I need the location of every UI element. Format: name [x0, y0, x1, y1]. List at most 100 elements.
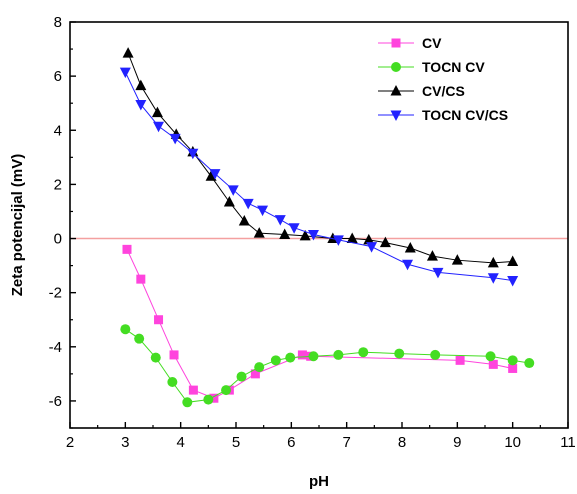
legend-entry-tocn-cv: TOCN CV [378, 59, 485, 75]
y-tick-label: -2 [49, 285, 62, 302]
data-point-cv-cs [205, 170, 217, 181]
data-point-cv [455, 355, 465, 365]
y-tick-label: 8 [54, 14, 62, 31]
series-tocn-cv-cs [119, 67, 519, 287]
data-point-cv-cs [151, 106, 163, 118]
data-point-cv [154, 315, 164, 325]
data-point-cv [508, 363, 518, 373]
x-tick-label: 8 [398, 434, 406, 451]
data-point-tocn-cv-cs [227, 185, 239, 196]
legend-entry-cv-cs: CV/CS [378, 83, 465, 99]
legend-marker-tocn-cv-cs [390, 110, 402, 121]
data-point-cv [488, 359, 498, 369]
data-point-tocn-cv-cs [153, 121, 165, 133]
x-tick-label: 4 [176, 434, 184, 451]
data-point-tocn-cv [221, 385, 232, 396]
data-point-tocn-cv-cs [242, 198, 254, 210]
data-point-tocn-cv [358, 347, 369, 358]
data-point-tocn-cv [203, 394, 214, 405]
data-point-cv [297, 350, 307, 360]
data-point-tocn-cv-cs [209, 169, 221, 180]
legend-entry-cv: CV [378, 35, 442, 51]
data-point-tocn-cv [308, 351, 319, 362]
legend-marker-tocn-cv [391, 62, 401, 72]
data-point-cv-cs [507, 255, 519, 267]
data-point-tocn-cv-cs [402, 259, 414, 271]
y-tick-label: 4 [54, 122, 62, 139]
series-tocn-cv [120, 324, 535, 408]
data-point-tocn-cv [485, 351, 496, 362]
data-point-tocn-cv [285, 352, 296, 363]
y-tick-label: 6 [54, 68, 62, 85]
legend-marker-cv [391, 38, 401, 48]
data-point-tocn-cv-cs [169, 133, 181, 145]
legend-marker-cv-cs [390, 85, 402, 96]
data-point-cv [169, 350, 179, 360]
data-point-tocn-cv [120, 324, 131, 335]
data-point-tocn-cv [167, 376, 178, 387]
data-point-cv-cs [346, 232, 358, 244]
data-point-tocn-cv-cs [366, 242, 378, 253]
data-point-tocn-cv-cs [288, 223, 300, 234]
data-point-cv [250, 369, 260, 379]
x-tick-label: 10 [504, 434, 521, 451]
data-point-tocn-cv [182, 397, 193, 408]
data-point-tocn-cv [333, 349, 344, 360]
data-point-tocn-cv-cs [187, 148, 199, 160]
data-point-cv-cs [122, 47, 134, 58]
data-point-cv-cs [279, 228, 291, 239]
legend: CV TOCN CV CV/CS TOCN CV/CS [378, 35, 508, 123]
data-point-cv-cs [238, 214, 250, 226]
y-tick-label: -4 [49, 339, 62, 356]
ticks-layer: 2 3 4 5 6 7 8 9 10 11 -6 -4 -2 0 2 4 6 8 [49, 14, 576, 451]
x-tick-label: 2 [66, 434, 74, 451]
data-point-cv-cs [223, 195, 235, 207]
x-tick-label: 6 [287, 434, 295, 451]
y-tick-label: -6 [49, 393, 62, 410]
data-point-cv-cs [487, 256, 499, 268]
y-tick-label: 2 [54, 176, 62, 193]
data-point-tocn-cv [254, 362, 265, 373]
data-point-tocn-cv-cs [274, 215, 286, 226]
x-tick-label: 7 [342, 434, 350, 451]
data-point-tocn-cv-cs [332, 235, 344, 246]
x-axis-title: pH [309, 473, 329, 490]
data-point-cv-cs [253, 227, 265, 238]
data-point-tocn-cv-cs [135, 100, 147, 111]
data-point-cv-cs [135, 79, 147, 91]
data-point-cv [209, 393, 219, 403]
legend-label-tocn-cv-cs: TOCN CV/CS [422, 107, 508, 123]
legend-label-cv: CV [422, 35, 442, 51]
x-tick-label: 3 [121, 434, 129, 451]
data-point-cv [136, 274, 146, 284]
y-tick-label: 0 [54, 231, 62, 248]
data-point-cv-cs [451, 254, 463, 265]
data-point-tocn-cv [134, 333, 145, 344]
data-point-tocn-cv-cs [487, 273, 499, 284]
data-point-cv-cs [404, 242, 416, 253]
data-point-cv [188, 385, 198, 395]
data-point-cv [122, 244, 132, 254]
x-tick-label: 9 [453, 434, 461, 451]
data-point-tocn-cv [524, 358, 535, 369]
data-point-tocn-cv-cs [257, 205, 269, 217]
data-point-tocn-cv [430, 349, 441, 360]
x-tick-label: 5 [232, 434, 240, 451]
data-point-tocn-cv [236, 371, 247, 382]
legend-label-tocn-cv: TOCN CV [422, 59, 485, 75]
data-point-tocn-cv-cs [119, 67, 131, 79]
data-point-tocn-cv [270, 355, 281, 366]
legend-label-cv-cs: CV/CS [422, 83, 465, 99]
x-tick-label: 11 [560, 434, 576, 451]
legend-entry-tocn-cv-cs: TOCN CV/CS [378, 107, 508, 123]
data-point-cv-cs [363, 233, 375, 245]
data-point-tocn-cv-cs [307, 229, 319, 241]
y-axis-title: Zeta potencijal (mV) [9, 154, 26, 297]
data-point-tocn-cv [394, 348, 405, 359]
data-point-tocn-cv [507, 355, 518, 366]
data-point-tocn-cv-cs [507, 275, 519, 287]
data-point-cv-cs [379, 236, 391, 248]
data-point-cv-cs [299, 229, 311, 241]
